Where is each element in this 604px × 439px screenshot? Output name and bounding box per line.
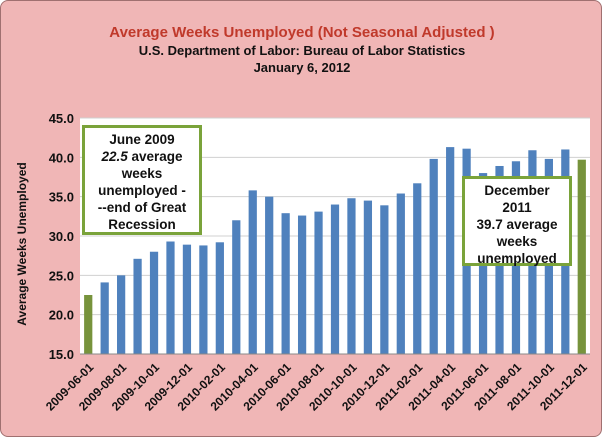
annotation-line: unemployed <box>477 251 557 266</box>
annotation-line: unemployed - <box>98 183 186 198</box>
y-tick-label: 20.0 <box>49 308 74 323</box>
y-tick-label: 30.0 <box>49 229 74 244</box>
bar-2010-03-01 <box>232 220 241 354</box>
annotation-december-2011: December 2011 39.7 average weeks unemplo… <box>462 176 572 266</box>
y-tick-label: 35.0 <box>49 190 74 205</box>
bar-2011-03-01 <box>429 158 438 354</box>
annotation-line: June 2009 <box>109 132 175 147</box>
bar-2009-11-01 <box>166 241 175 354</box>
y-tick-label: 45.0 <box>49 111 74 126</box>
bar-2009-09-01 <box>133 258 142 354</box>
y-tick-label: 15.0 <box>49 347 74 362</box>
bar-2010-11-01 <box>363 200 373 354</box>
bar-2010-02-01 <box>215 242 224 354</box>
bar-2011-02-01 <box>413 183 422 354</box>
annotation-line: December <box>484 183 550 198</box>
bar-2011-12-01 <box>577 159 586 354</box>
bar-2010-04-01 <box>248 190 257 354</box>
annotation-value: 22.5 <box>101 149 128 164</box>
bar-2009-06-01 <box>84 295 93 354</box>
y-tick-label: 40.0 <box>49 150 74 165</box>
bar-2010-10-01 <box>347 198 356 354</box>
annotation-line: --end of Great <box>97 200 187 215</box>
bar-2010-08-01 <box>314 211 323 354</box>
bar-2009-08-01 <box>117 275 126 354</box>
y-tick-labels: 15.0 20.0 25.0 30.0 35.0 40.0 45.0 <box>49 111 74 362</box>
bar-2009-12-01 <box>182 244 192 354</box>
bar-2010-06-01 <box>281 213 290 354</box>
bar-2010-07-01 <box>297 215 307 354</box>
bar-2010-01-01 <box>199 245 208 354</box>
annotation-text: average <box>127 149 183 164</box>
annotation-line: 2011 <box>502 200 532 215</box>
chart-date: January 6, 2012 <box>253 60 351 75</box>
bar-2011-04-01 <box>446 147 455 354</box>
chart-subtitle: U.S. Department of Labor: Bureau of Labo… <box>138 43 466 58</box>
bar-2009-10-01 <box>149 251 159 354</box>
bar-2010-09-01 <box>330 204 340 354</box>
y-tick-label: 25.0 <box>49 268 74 283</box>
bar-2010-12-01 <box>380 205 389 354</box>
x-tick-labels: 2009-06-012009-08-012009-10-012009-12-01… <box>43 360 590 414</box>
annotation-line: 39.7 average <box>476 217 558 232</box>
chart-title: Average Weeks Unemployed (Not Seasonal A… <box>109 24 495 41</box>
annotation-june-2009: June 2009 22.5 average weeks unemployed … <box>82 125 202 235</box>
bar-2009-07-01 <box>100 282 109 354</box>
annotation-line: 22.5 average <box>85 148 199 165</box>
annotation-line: weeks <box>496 234 538 249</box>
y-axis-label: Average Weeks Unemployed <box>15 162 29 325</box>
annotation-line: weeks <box>121 166 163 181</box>
bar-2010-05-01 <box>265 196 274 354</box>
annotation-line: Recession <box>108 217 176 232</box>
bar-2011-01-01 <box>396 193 405 354</box>
